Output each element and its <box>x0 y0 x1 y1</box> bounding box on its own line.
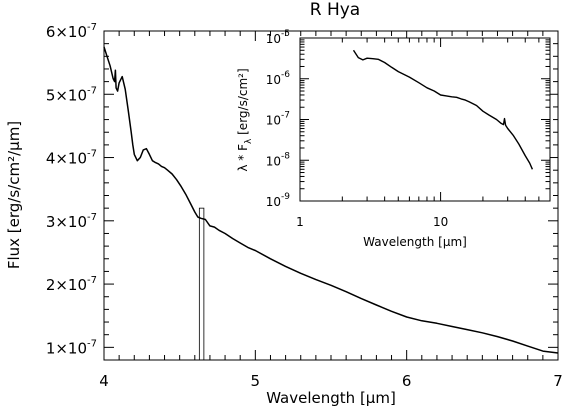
inset-y-tick-label-mantissa: 10 <box>266 114 281 128</box>
main-x-tick-label: 5 <box>251 372 261 390</box>
inset-y-tick-label-mantissa: 10 <box>266 154 281 168</box>
main-y-tick-label-mantissa: 3×10 <box>46 213 87 231</box>
main-y-tick-label-mantissa: 2×10 <box>46 276 87 294</box>
inset-y-tick-label-exponent: -9 <box>281 192 290 202</box>
main-y-tick-label-exponent: -7 <box>87 338 97 349</box>
inset-y-axis-title-subscript: λ <box>244 138 254 144</box>
main-y-tick-label-exponent: -7 <box>87 85 97 96</box>
inset-y-axis-title-lambda: λ <box>236 165 250 172</box>
main-tick-labels: 4 5 6 71×10-72×10-73×10-74×10-75×10-76×10-7 <box>46 22 563 390</box>
main-x-tick-label: 6 <box>402 372 412 390</box>
main-y-tick-label-exponent: -7 <box>87 149 97 160</box>
main-y-axis-title: Flux [erg/s/cm²/μm] <box>5 121 23 269</box>
main-y-tick-label-exponent: -7 <box>87 275 97 286</box>
main-y-tick-label: 5×10-7 <box>46 85 97 104</box>
main-y-tick-label-mantissa: 6×10 <box>46 23 87 41</box>
main-y-tick-label: 2×10-7 <box>46 275 97 294</box>
flux-series-line <box>103 46 559 354</box>
inset-y-tick-label: 10-8 <box>266 151 291 168</box>
inset-x-tick-label: 1 <box>296 215 304 229</box>
inset-y-axis-title: λ * Fλ [erg/s/cm²] <box>236 68 254 171</box>
main-x-tick-label: 4 <box>99 372 109 390</box>
highlight-band <box>198 207 205 361</box>
main-y-tick-label-mantissa: 4×10 <box>46 150 87 168</box>
main-plot: 4 5 6 71×10-72×10-73×10-74×10-75×10-76×10-7… <box>5 22 563 407</box>
main-y-tick-label-exponent: -7 <box>87 212 97 223</box>
inset-y-tick-label-mantissa: 10 <box>266 32 281 46</box>
inset-y-tick-label-exponent: -8 <box>281 151 290 161</box>
lambda-flux-series-line <box>352 49 534 170</box>
main-y-tick-label: 3×10-7 <box>46 212 97 231</box>
main-y-tick-label-exponent: -7 <box>87 22 97 33</box>
inset-x-tick-label: 10 <box>433 215 448 229</box>
main-x-tick-label: 7 <box>553 372 563 390</box>
main-y-tick-label-mantissa: 5×10 <box>46 86 87 104</box>
main-x-axis-title-text: Wavelength [μm] <box>266 389 396 407</box>
inset-y-tick-label: 10-9 <box>266 192 291 209</box>
inset-y-tick-label-exponent: -5 <box>281 29 290 39</box>
main-y-tick-label: 4×10-7 <box>46 149 97 168</box>
inset-y-tick-label-exponent: -7 <box>281 111 290 121</box>
main-y-tick-label: 1×10-7 <box>46 338 97 357</box>
chart-title: R Hya <box>310 0 360 20</box>
inset-y-axis-title-flux: * F <box>236 144 250 165</box>
main-axis-ticks <box>103 30 559 361</box>
inset-background <box>300 38 550 201</box>
inset-y-axis-title-units: [erg/s/cm²] <box>236 68 250 138</box>
inset-y-tick-label-mantissa: 10 <box>266 73 281 87</box>
inset-y-tick-label: 10-6 <box>266 70 291 87</box>
main-x-axis-title: Wavelength [μm] <box>266 389 396 407</box>
inset-y-tick-label: 10-5 <box>266 29 290 46</box>
main-y-tick-label: 6×10-7 <box>46 22 97 41</box>
inset-x-axis-title: Wavelength [μm] <box>363 235 467 249</box>
main-y-tick-label-mantissa: 1×10 <box>46 339 87 357</box>
inset-y-tick-label-mantissa: 10 <box>266 195 281 209</box>
inset-y-tick-label-exponent: -6 <box>281 70 290 80</box>
inset-axis-ticks <box>299 37 551 202</box>
inset-y-tick-label: 10-7 <box>266 111 290 128</box>
